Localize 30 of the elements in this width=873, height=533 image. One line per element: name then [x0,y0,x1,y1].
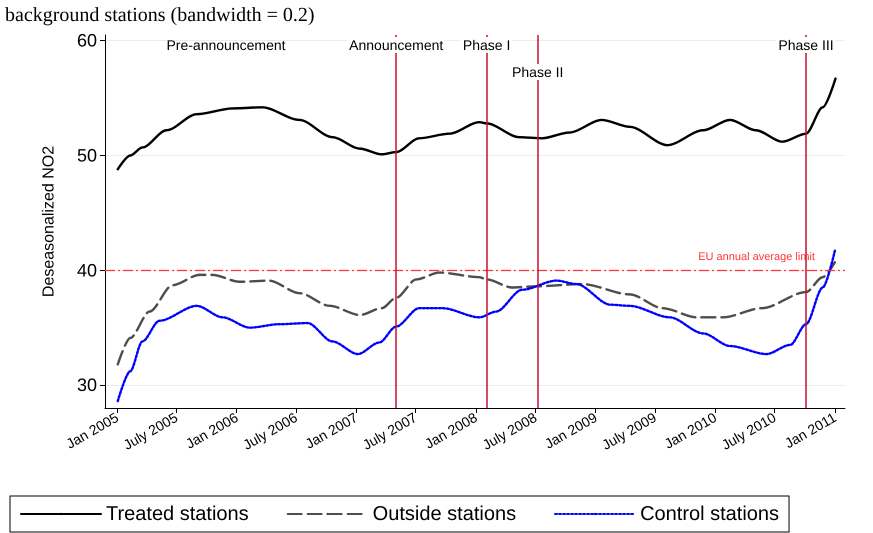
x-tick-label: Jan 2006 [182,408,241,452]
y-tick-label: 30 [76,375,97,396]
legend-label: Treated stations [106,503,249,525]
ref-line-label: Phase II [512,64,564,80]
x-tick-label: July 2007 [360,408,420,453]
x-tick-label: July 2006 [240,408,300,453]
ref-line-label: Announcement [349,37,444,53]
y-tick-label: 50 [76,146,97,166]
legend-label: Outside stations [372,503,516,525]
x-tick-label: July 2005 [120,408,181,453]
line-series [116,261,836,366]
line-series [116,250,836,402]
x-tick-label: Jan 2009 [542,408,600,452]
x-tick-label: July 2008 [480,408,540,453]
x-tick-label: Jan 2007 [302,408,360,452]
line-series [116,77,837,170]
legend-label: Control stations [640,503,780,525]
x-tick-label: Jan 2008 [422,408,480,452]
x-tick-label: July 2009 [599,408,660,453]
annotation: Pre-announcement [166,37,286,53]
x-tick-label: July 2010 [718,408,779,453]
ref-line-label: Phase III [778,37,834,53]
x-tick-label: Jan 2011 [782,408,840,452]
ref-line-label: Phase I [462,37,510,53]
y-tick-label: 60 [76,30,97,51]
x-tick-label: Jan 2010 [661,408,720,452]
y-tick-label: 40 [76,260,97,280]
chart-title: background stations (bandwidth = 0.2) [5,4,315,26]
y-axis-title: Deseasonalized NO2 [40,146,58,298]
x-tick-label: Jan 2005 [63,408,122,452]
